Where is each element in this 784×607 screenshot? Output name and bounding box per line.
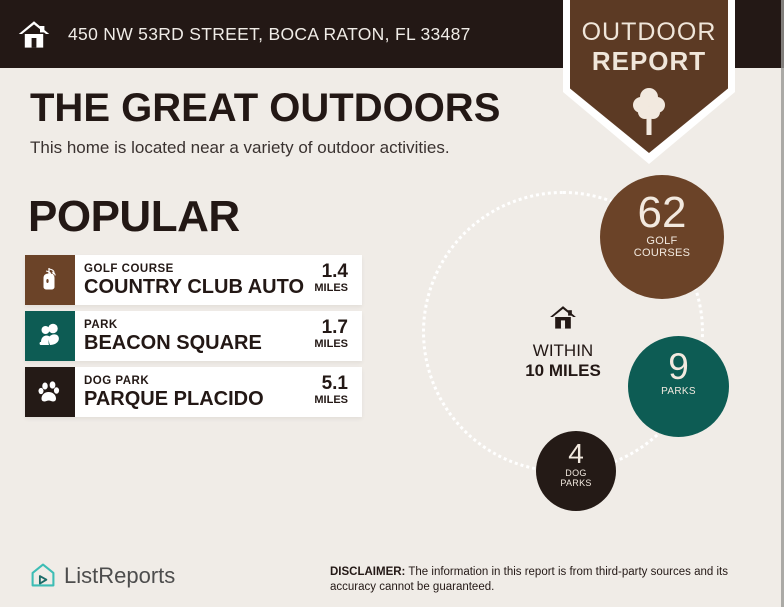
svg-text:REPORT: REPORT: [592, 46, 706, 76]
svg-text:OUTDOOR: OUTDOOR: [582, 18, 717, 46]
